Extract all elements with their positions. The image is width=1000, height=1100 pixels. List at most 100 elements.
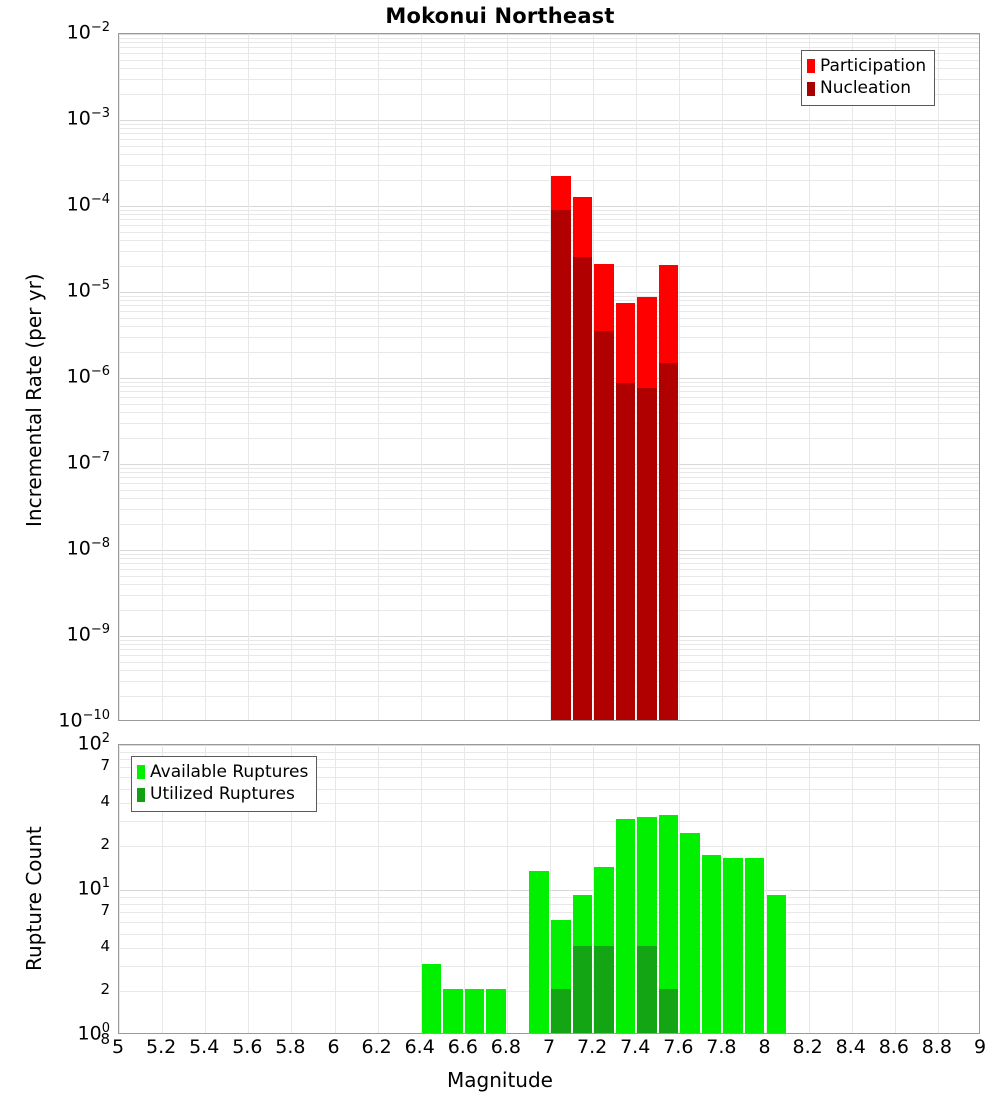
gridline bbox=[119, 311, 979, 313]
gridline bbox=[119, 563, 979, 565]
gridline bbox=[119, 209, 979, 211]
gridline bbox=[119, 34, 979, 35]
gridline bbox=[119, 745, 979, 746]
gridline bbox=[119, 206, 979, 207]
legend-label: Nucleation bbox=[820, 78, 912, 99]
gridline bbox=[119, 912, 979, 914]
gridline-vertical bbox=[851, 745, 853, 1033]
gridline bbox=[119, 933, 979, 935]
bar bbox=[551, 176, 571, 720]
gridline bbox=[119, 68, 979, 70]
x-tick-label: 6.2 bbox=[361, 1036, 392, 1058]
legend-label: Participation bbox=[820, 56, 927, 76]
bar bbox=[421, 963, 442, 1033]
gridline-vertical bbox=[248, 34, 250, 720]
gridline-vertical bbox=[162, 34, 164, 720]
gridline-vertical bbox=[205, 745, 207, 1033]
x-tick-label: 5.8 bbox=[275, 1036, 306, 1058]
bar bbox=[443, 989, 463, 1033]
x-tick-label: 8.8 bbox=[921, 1036, 952, 1058]
gridline bbox=[119, 326, 979, 328]
bar bbox=[637, 297, 657, 720]
gridline bbox=[119, 403, 979, 405]
y-tick-label: 10−9 bbox=[66, 622, 110, 646]
gridline bbox=[119, 680, 979, 682]
gridline bbox=[119, 661, 979, 663]
bar-segment-nucleation bbox=[551, 209, 571, 720]
gridline bbox=[119, 584, 979, 586]
y-axis-title-bottom: Rupture Count bbox=[22, 826, 46, 971]
bar bbox=[658, 265, 679, 720]
gridline bbox=[119, 644, 979, 646]
x-tick-label: 7.8 bbox=[706, 1036, 737, 1058]
gridline bbox=[119, 649, 979, 651]
gridline-vertical bbox=[636, 745, 638, 1033]
gridline bbox=[119, 483, 979, 485]
gridline bbox=[119, 553, 979, 555]
gridline bbox=[119, 78, 979, 80]
y-tick-label: 102 bbox=[77, 731, 110, 755]
bar-segment-nucleation bbox=[658, 363, 679, 720]
gridline-vertical bbox=[808, 34, 810, 720]
gridline bbox=[119, 266, 979, 268]
gridline bbox=[119, 133, 979, 135]
gridline bbox=[119, 991, 979, 993]
gridline-vertical bbox=[722, 745, 724, 1033]
gridline bbox=[119, 42, 979, 44]
gridline bbox=[119, 489, 979, 491]
bar bbox=[464, 989, 485, 1033]
gridline-vertical bbox=[894, 745, 896, 1033]
x-tick-label: 7.4 bbox=[620, 1036, 651, 1058]
bar bbox=[594, 866, 614, 1033]
bar bbox=[486, 989, 506, 1033]
y-tick-label: 100 bbox=[77, 1021, 110, 1045]
gridline-vertical bbox=[119, 34, 120, 720]
legend-item: Available Ruptures bbox=[137, 761, 308, 783]
gridline bbox=[119, 947, 979, 949]
bar bbox=[594, 264, 614, 720]
x-tick-label: 7.2 bbox=[576, 1036, 608, 1058]
gridline-vertical bbox=[291, 34, 293, 720]
y-minor-tick-label: 2 bbox=[100, 835, 110, 854]
page-title: Mokonui Northeast bbox=[385, 4, 615, 28]
gridline-vertical bbox=[506, 745, 508, 1033]
bar bbox=[572, 894, 593, 1033]
legend-item: Participation bbox=[807, 55, 926, 77]
gridline bbox=[119, 231, 979, 233]
gridline bbox=[119, 767, 979, 769]
gridline bbox=[119, 412, 979, 414]
gridline-vertical bbox=[119, 745, 120, 1033]
gridline bbox=[119, 696, 979, 698]
gridline bbox=[119, 240, 979, 242]
bar-segment-utilized bbox=[572, 945, 593, 1033]
gridline bbox=[119, 391, 979, 393]
gridline bbox=[119, 550, 979, 551]
gridline bbox=[119, 386, 979, 388]
bar bbox=[744, 858, 765, 1033]
gridline bbox=[119, 120, 979, 121]
y-tick-label: 10−3 bbox=[66, 106, 110, 130]
y-minor-tick-label: 8 bbox=[100, 1030, 110, 1048]
gridline bbox=[119, 965, 979, 967]
gridline bbox=[119, 498, 979, 500]
gridline bbox=[119, 575, 979, 577]
y-tick-label: 10−8 bbox=[66, 536, 110, 560]
gridline bbox=[119, 128, 979, 130]
gridline-vertical bbox=[722, 34, 724, 720]
y-minor-tick-label: 7 bbox=[100, 901, 110, 920]
gridline bbox=[119, 477, 979, 479]
gridline-vertical bbox=[636, 34, 638, 720]
bar-segment-nucleation bbox=[594, 331, 614, 720]
x-tick-label: 5.4 bbox=[189, 1036, 220, 1058]
legend-bottom: Available Ruptures Utilized Ruptures bbox=[131, 756, 318, 812]
gridline bbox=[119, 336, 979, 338]
bar bbox=[637, 816, 657, 1033]
x-tick-label: 6 bbox=[327, 1036, 340, 1058]
gridline-vertical bbox=[593, 34, 595, 720]
gridline-vertical bbox=[765, 745, 767, 1033]
legend-swatch-icon bbox=[137, 787, 145, 802]
x-tick-label: 6.8 bbox=[490, 1036, 521, 1058]
gridline-vertical bbox=[765, 34, 767, 720]
bar-segment-nucleation bbox=[572, 257, 593, 720]
bar-segment-utilized bbox=[594, 945, 614, 1033]
